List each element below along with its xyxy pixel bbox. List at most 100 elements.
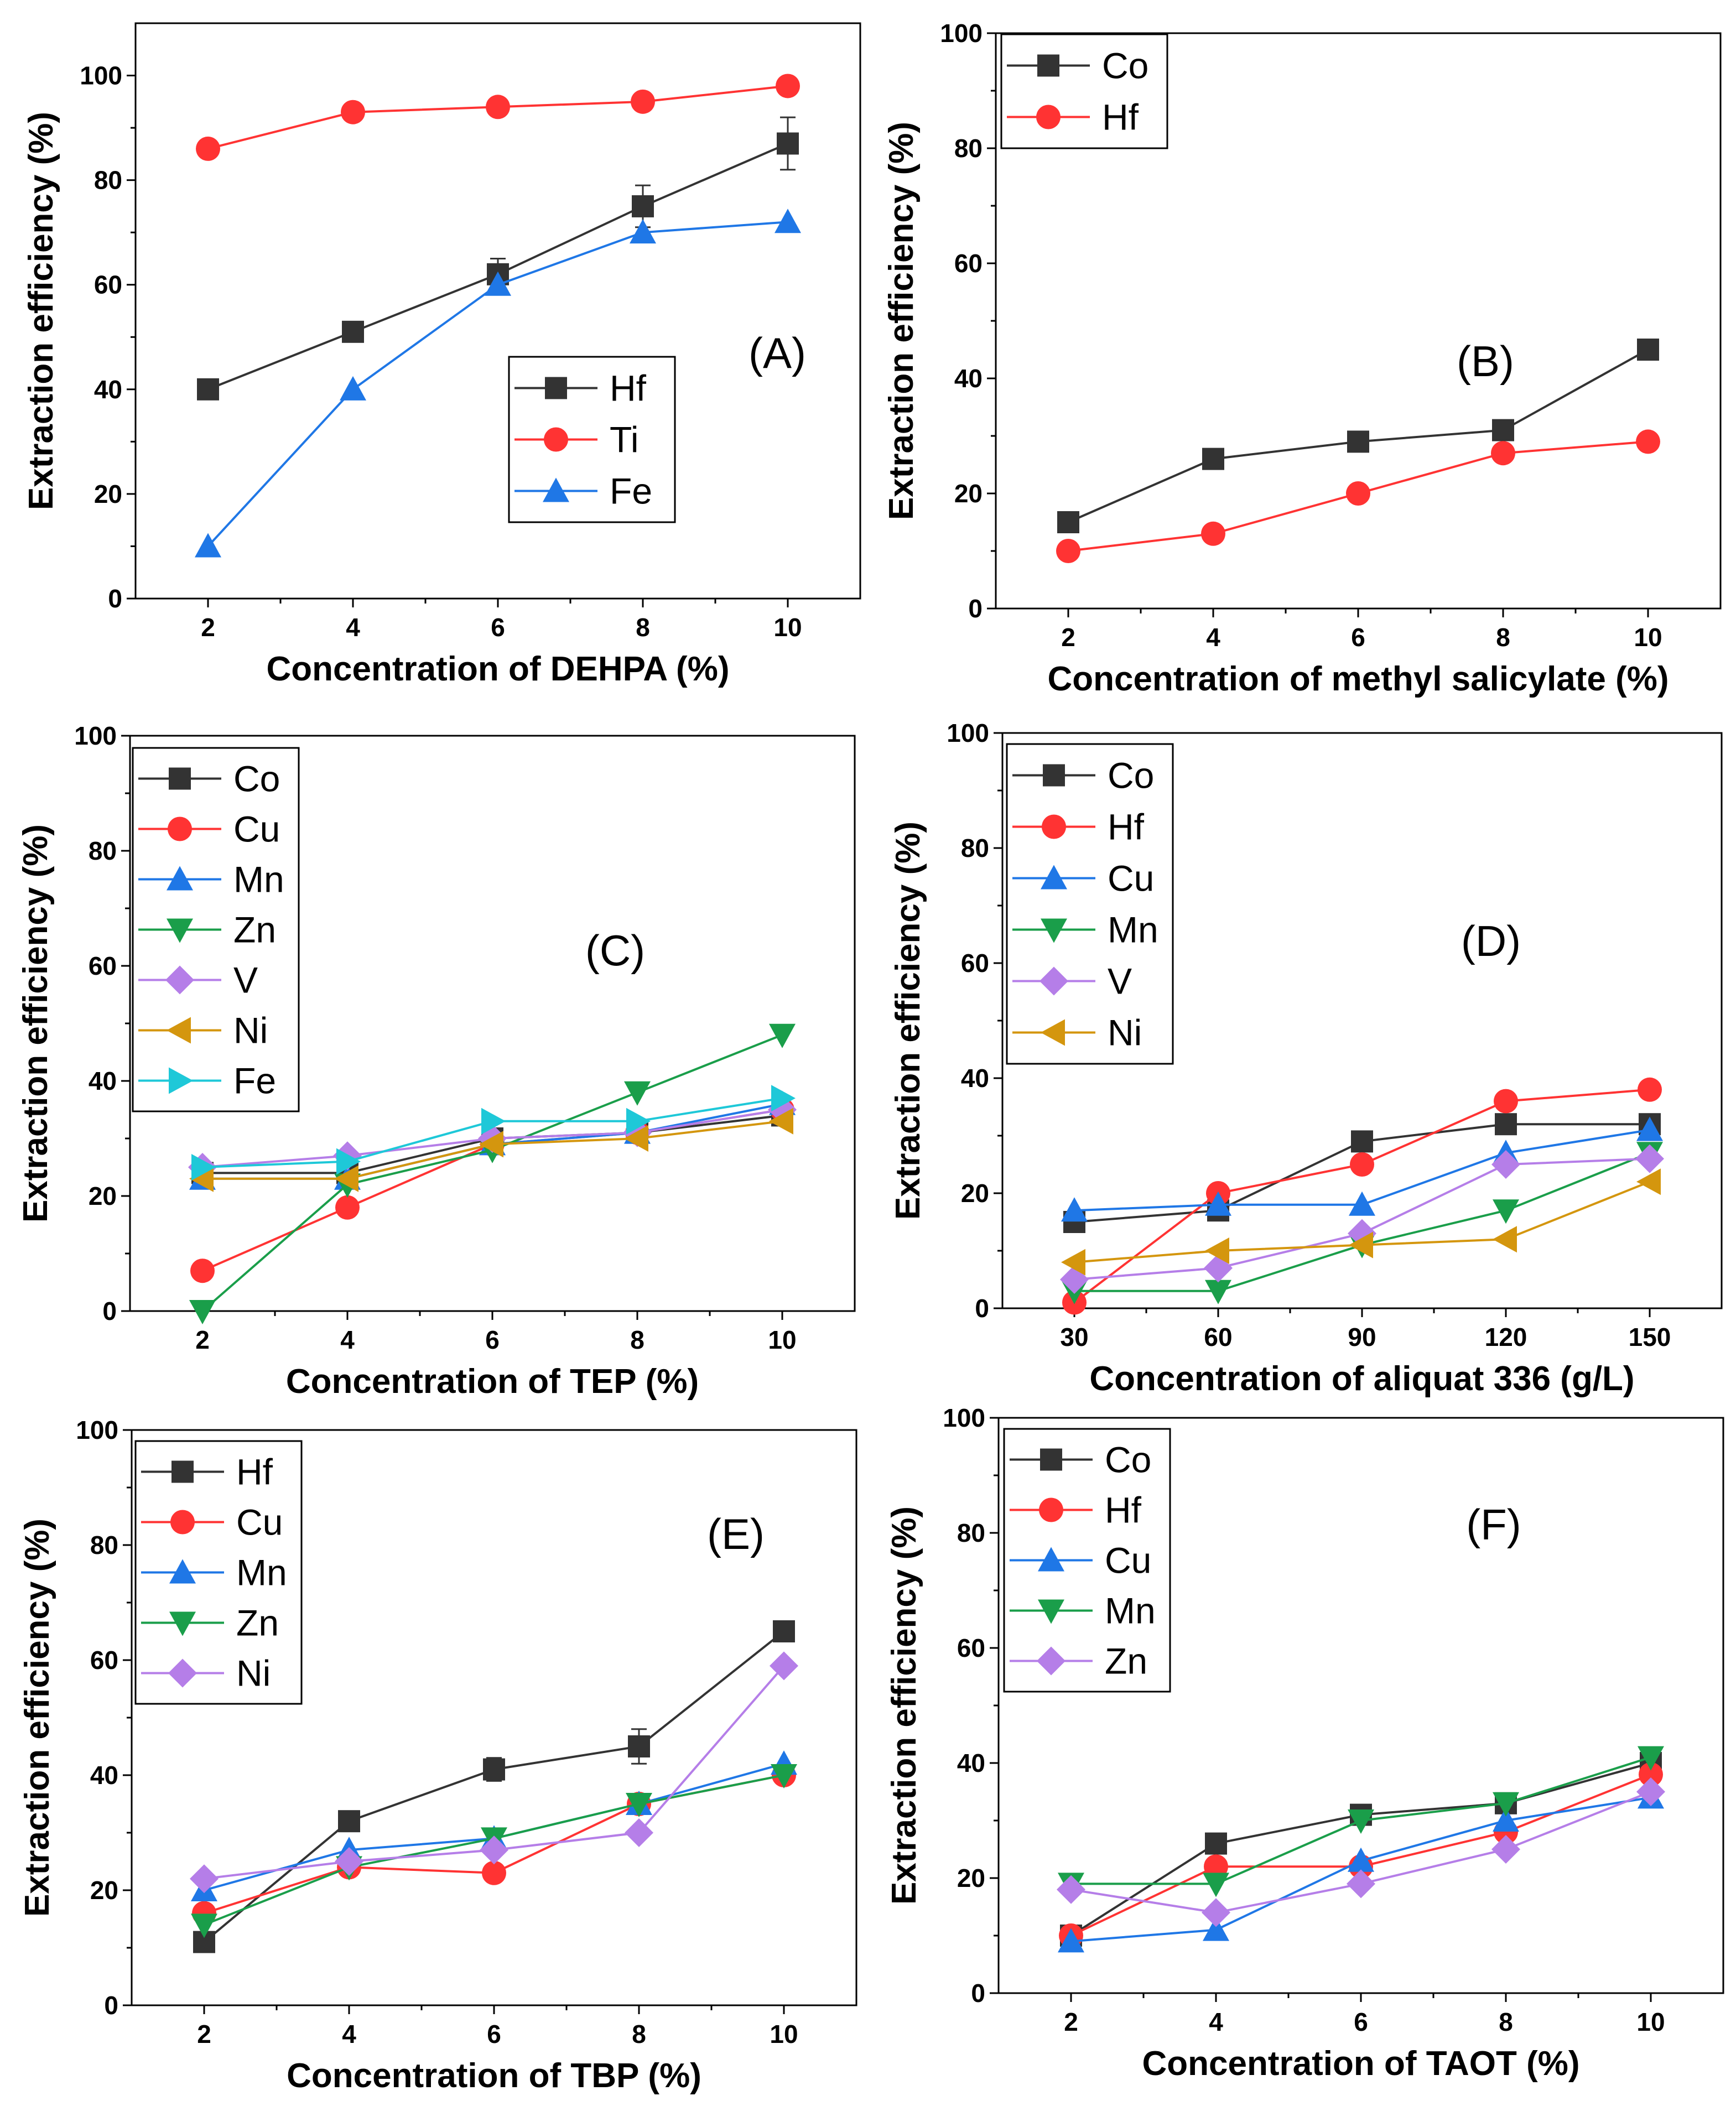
- x-axis-title: Concentration of TAOT (%): [1142, 2045, 1580, 2083]
- data-point: [1057, 511, 1079, 533]
- y-tick-label: 20: [957, 1864, 985, 1892]
- legend-marker: [1036, 105, 1061, 129]
- data-point: [191, 1154, 216, 1180]
- data-point: [479, 1131, 503, 1158]
- data-point: [340, 376, 366, 401]
- data-point: [190, 1258, 215, 1283]
- y-tick-label: 40: [90, 1761, 118, 1790]
- legend-marker: [167, 918, 193, 943]
- y-tick-label: 80: [957, 1518, 985, 1547]
- x-tick-label: 6: [485, 1325, 500, 1354]
- legend-label: Co: [1102, 45, 1148, 86]
- legend-label: V: [233, 960, 258, 1001]
- data-point: [632, 195, 654, 217]
- x-tick-label: 8: [1499, 2008, 1513, 2036]
- legend-marker: [169, 1067, 193, 1094]
- legend-label: Mn: [1108, 909, 1158, 950]
- legend-marker: [165, 965, 194, 995]
- data-point: [335, 1195, 360, 1220]
- legend-label: Cu: [236, 1502, 283, 1543]
- panel-label: (A): [749, 329, 806, 377]
- data-point: [1639, 1762, 1663, 1787]
- chart-panel-e: 0 20 40 60 80 100 2 4 6 8 10 Concentration of TBP (…: [18, 1416, 857, 2095]
- data-point: [1203, 1916, 1229, 1941]
- y-tick-label: 60: [94, 271, 122, 299]
- data-point: [1493, 1226, 1517, 1253]
- legend-marker: [1040, 1448, 1062, 1471]
- series-hf: [1056, 429, 1660, 563]
- legend-marker: [545, 377, 567, 399]
- data-point: [1635, 1144, 1664, 1173]
- data-point: [1491, 1150, 1520, 1179]
- y-tick-label: 0: [968, 594, 983, 623]
- x-tick-label: 4: [1206, 623, 1220, 652]
- data-point: [1638, 1746, 1664, 1771]
- series-cu: [1058, 1784, 1664, 1953]
- data-point: [1350, 1152, 1374, 1177]
- y-tick-label: 80: [961, 834, 989, 862]
- x-tick-label: 10: [773, 613, 802, 642]
- data-point: [189, 1300, 216, 1324]
- series-v: [1060, 1144, 1664, 1294]
- data-point: [1348, 1847, 1374, 1872]
- data-point: [483, 1758, 505, 1781]
- x-tick-label: 30: [1060, 1323, 1088, 1351]
- y-tick-label: 20: [961, 1179, 989, 1208]
- data-point: [624, 1081, 651, 1106]
- data-point: [334, 1165, 358, 1192]
- legend-label: Mn: [233, 859, 284, 900]
- legend: Hf Cu Mn Zn Ni: [134, 1440, 303, 1705]
- y-tick-label: 100: [943, 1403, 985, 1432]
- legend-marker: [1042, 814, 1066, 839]
- y-tick-label: 40: [94, 375, 122, 404]
- data-point: [481, 1107, 506, 1135]
- data-point: [1636, 1168, 1661, 1195]
- series-fe: [191, 1085, 796, 1180]
- data-point: [769, 1107, 793, 1135]
- data-point: [1636, 429, 1660, 454]
- x-tick-label: 6: [491, 613, 505, 642]
- legend-marker: [169, 767, 191, 790]
- data-point: [1493, 1199, 1519, 1224]
- data-point: [773, 1620, 795, 1642]
- data-point: [1201, 521, 1225, 546]
- data-point: [197, 378, 219, 401]
- x-tick-label: 8: [1496, 623, 1510, 652]
- data-point: [482, 1860, 506, 1885]
- y-tick-label: 80: [94, 166, 122, 195]
- data-point: [1347, 430, 1369, 453]
- legend-marker: [169, 1559, 196, 1584]
- y-tick-label: 0: [104, 1991, 118, 2020]
- data-point: [631, 89, 655, 114]
- y-tick-label: 20: [90, 1876, 118, 1905]
- panel-label: (B): [1457, 337, 1514, 386]
- data-point: [1205, 1280, 1231, 1304]
- data-point: [770, 1651, 798, 1681]
- chart-panel-b: 0 20 40 60 80 100 2 4 6 8 10 Concentration of methy…: [882, 19, 1722, 698]
- data-point: [626, 1793, 652, 1817]
- data-point: [1638, 1077, 1662, 1102]
- data-point: [336, 1148, 361, 1175]
- x-tick-label: 10: [1636, 2008, 1665, 2036]
- data-point: [625, 1818, 653, 1847]
- y-tick-label: 0: [971, 1979, 985, 2008]
- y-axis-title: Extraction efficiency (%): [889, 821, 927, 1220]
- legend-marker: [1041, 1019, 1065, 1046]
- data-point: [195, 533, 221, 558]
- legend-label: Hf: [1105, 1490, 1142, 1531]
- x-tick-label: 4: [1209, 2008, 1223, 2036]
- y-axis-title: Extraction efficiency (%): [18, 1518, 56, 1917]
- data-point: [1204, 1854, 1228, 1879]
- x-axis-title: Concentration of DEHPA (%): [267, 650, 730, 688]
- x-tick-label: 120: [1485, 1323, 1527, 1351]
- x-tick-label: 8: [636, 613, 650, 642]
- legend-marker: [1039, 966, 1068, 996]
- x-tick-label: 2: [1064, 2008, 1078, 2036]
- y-tick-label: 40: [957, 1749, 985, 1777]
- legend: Co Hf Cu Mn V Ni: [1006, 743, 1174, 1065]
- data-point: [1205, 1832, 1227, 1855]
- data-point: [1491, 1835, 1520, 1864]
- legend-label: Hf: [610, 368, 647, 409]
- legend-label: Mn: [236, 1552, 287, 1593]
- data-point: [189, 1165, 214, 1192]
